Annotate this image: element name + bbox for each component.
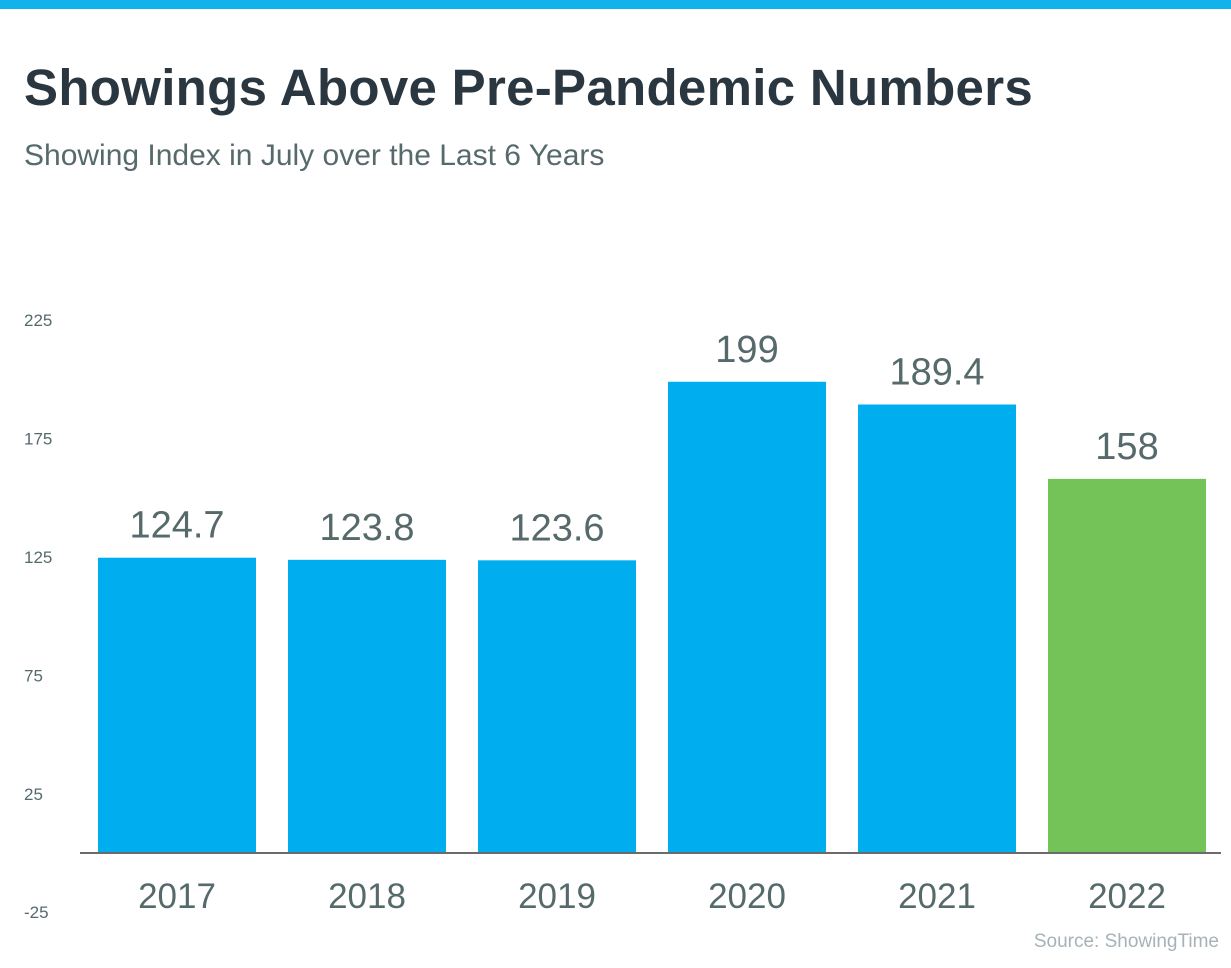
y-tick-label: 175 bbox=[24, 430, 52, 449]
x-tick-label: 2022 bbox=[1088, 877, 1166, 916]
x-tick-label: 2020 bbox=[708, 877, 786, 916]
top-accent-stripe bbox=[0, 0, 1231, 9]
data-label: 158 bbox=[1095, 426, 1158, 468]
data-label: 124.7 bbox=[129, 505, 224, 547]
y-tick-label: 225 bbox=[24, 311, 52, 330]
x-tick-label: 2019 bbox=[518, 877, 596, 916]
bar-2020 bbox=[668, 381, 826, 853]
y-tick-label: 125 bbox=[24, 548, 52, 567]
chart-subtitle: Showing Index in July over the Last 6 Ye… bbox=[24, 139, 605, 172]
chart-title: Showings Above Pre-Pandemic Numbers bbox=[24, 59, 1034, 116]
data-label: 123.8 bbox=[319, 507, 414, 549]
data-label: 189.4 bbox=[889, 352, 984, 394]
bar-2019 bbox=[478, 560, 636, 853]
x-tick-label: 2017 bbox=[138, 877, 216, 916]
source-note: Source: ShowingTime bbox=[1033, 931, 1219, 952]
bar-2021 bbox=[858, 404, 1016, 853]
data-label: 199 bbox=[715, 329, 778, 371]
bar-2017 bbox=[98, 557, 256, 853]
x-tick-label: 2021 bbox=[898, 877, 976, 916]
data-label: 123.6 bbox=[509, 507, 604, 549]
y-tick-label: 25 bbox=[24, 785, 43, 804]
y-tick-label: -25 bbox=[24, 903, 49, 922]
bar-2022 bbox=[1048, 478, 1206, 853]
x-tick-label: 2018 bbox=[328, 877, 406, 916]
y-tick-label: 75 bbox=[24, 666, 43, 685]
bar-2018 bbox=[288, 559, 446, 853]
